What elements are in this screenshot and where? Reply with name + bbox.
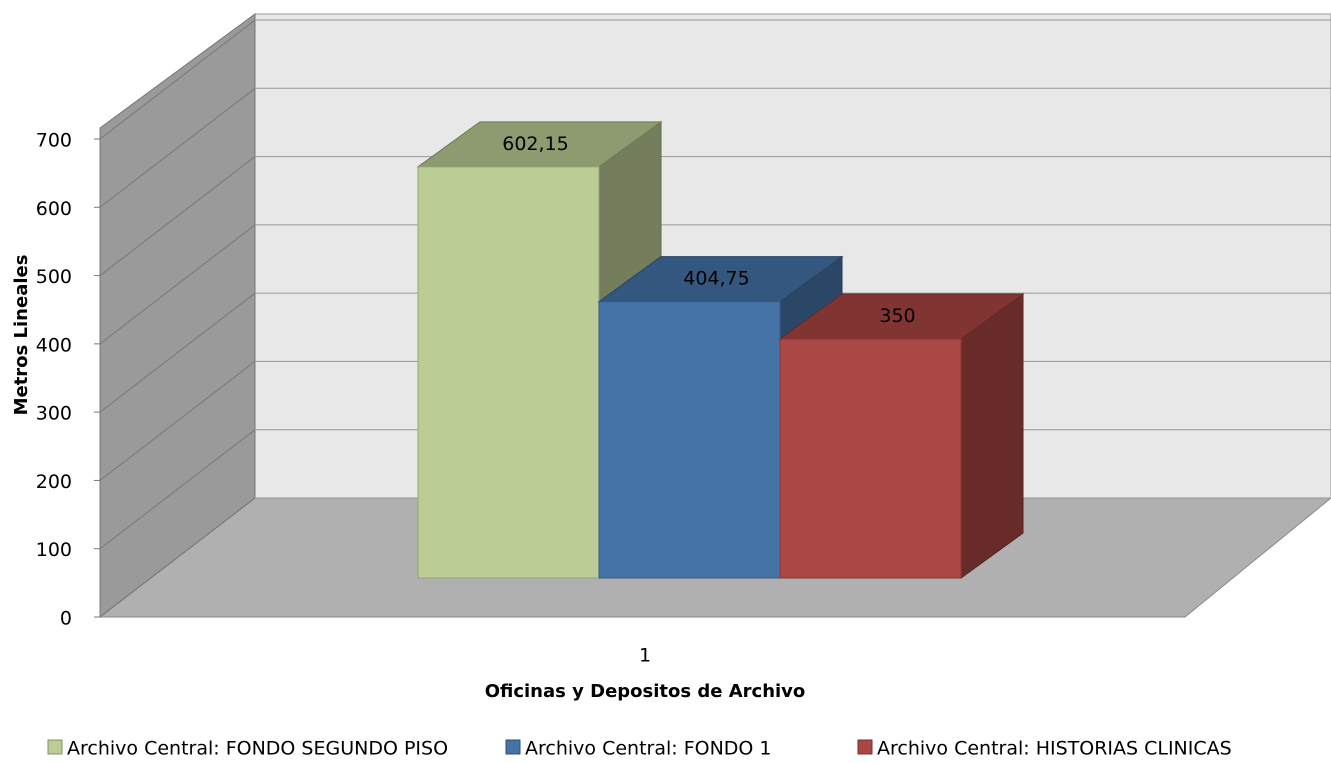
grid-line: [99, 361, 256, 481]
legend-swatch: [857, 739, 873, 755]
y-tick-label: 600: [36, 198, 72, 220]
grid-line: [99, 429, 256, 550]
legend-label: Archivo Central: HISTORIAS CLINICAS: [877, 738, 1232, 760]
y-tick-label: 700: [36, 130, 72, 152]
grid-line: [99, 497, 256, 618]
y-tick-label: 100: [36, 539, 72, 561]
x-tick-label: 1: [639, 645, 651, 667]
bar-side: [960, 293, 1024, 579]
y-tick-label: 200: [36, 471, 72, 493]
grid-line: [99, 19, 256, 140]
y-tick-label: 400: [36, 334, 72, 356]
x-axis-title: Oficinas y Depositos de Archivo: [485, 681, 806, 702]
grid-line: [99, 156, 256, 276]
data-label: 602,15: [502, 133, 568, 155]
bar: [779, 338, 962, 579]
legend-label: Archivo Central: FONDO 1: [525, 738, 772, 760]
legend-label: Archivo Central: FONDO SEGUNDO PISO: [67, 738, 448, 760]
grid-line: [99, 224, 256, 345]
data-label: 350: [879, 305, 915, 327]
data-label: 404,75: [683, 268, 749, 290]
y-tick-label: 500: [36, 266, 72, 288]
legend-swatch: [505, 739, 521, 755]
bar: [417, 166, 600, 579]
y-tick-label: 0: [60, 608, 72, 630]
grid-line: [99, 292, 256, 413]
bar: [598, 301, 781, 579]
y-tick-label: 300: [36, 403, 72, 425]
y-axis-title: Metros Lineales: [11, 255, 32, 416]
legend-swatch: [47, 739, 63, 755]
grid-line: [99, 87, 256, 208]
